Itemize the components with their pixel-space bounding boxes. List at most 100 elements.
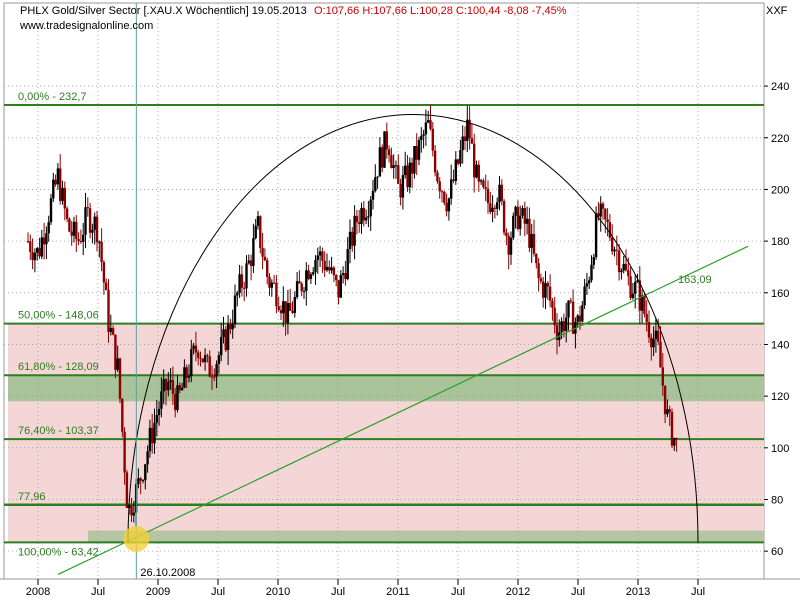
candle-body xyxy=(148,427,152,452)
candle-body xyxy=(93,216,96,230)
candle-body xyxy=(546,283,549,287)
candle-body xyxy=(355,215,359,223)
candle-body xyxy=(210,376,214,378)
candle-body xyxy=(312,272,315,275)
candle-body xyxy=(521,208,524,216)
candle-body xyxy=(291,310,294,313)
candle-body xyxy=(394,165,398,167)
fib-band-pink xyxy=(8,323,764,543)
candle-body xyxy=(190,349,193,376)
candle-body xyxy=(505,232,508,237)
fib-label: 50,00% - 148,06 xyxy=(18,310,99,322)
header-title: PHLX Gold/Silver Sector [.XAU.X Wöchentl… xyxy=(20,5,307,17)
candle-body xyxy=(157,408,161,415)
candle-body xyxy=(95,216,99,243)
candle-body xyxy=(238,274,241,293)
candle-body xyxy=(298,281,301,284)
candle-body xyxy=(328,266,331,271)
candle-body xyxy=(525,218,529,224)
candle-body xyxy=(174,393,177,411)
x-tick-label: Jul xyxy=(211,586,225,598)
candle-body xyxy=(335,275,338,281)
candle-body xyxy=(167,382,170,391)
candle-body xyxy=(49,198,53,223)
candle-body xyxy=(484,187,487,189)
candle-body xyxy=(26,241,30,243)
candle-body xyxy=(376,176,379,178)
candle-body xyxy=(302,291,306,293)
candle-body xyxy=(532,233,536,254)
candle-body xyxy=(542,281,545,298)
candle-body xyxy=(433,150,437,173)
candle-body xyxy=(52,179,55,199)
y-tick-label: 220 xyxy=(771,133,789,145)
candle-body xyxy=(636,280,639,282)
candle-body xyxy=(240,274,244,288)
candle-body xyxy=(599,203,602,217)
candle-body xyxy=(406,165,409,188)
candle-body xyxy=(401,175,405,198)
candle-body xyxy=(440,191,444,193)
candle-body xyxy=(624,263,628,271)
candle-body xyxy=(578,315,582,322)
candle-body xyxy=(498,184,501,203)
candle-body xyxy=(187,375,191,378)
candle-body xyxy=(160,391,163,409)
candle-body xyxy=(512,215,515,238)
candle-body xyxy=(507,236,510,255)
candle-body xyxy=(229,324,232,330)
candle-body xyxy=(116,358,119,370)
candle-body xyxy=(647,322,651,338)
candle-body xyxy=(364,217,368,221)
candle-body xyxy=(139,478,142,481)
grid-lines xyxy=(4,3,764,579)
candle-body xyxy=(256,216,260,226)
candle-body xyxy=(56,168,60,185)
candle-body xyxy=(445,202,448,212)
candle-body xyxy=(479,180,483,182)
candle-body xyxy=(576,315,579,323)
candle-body xyxy=(567,300,570,318)
candle-body xyxy=(661,367,664,386)
candle-body xyxy=(309,274,313,279)
candle-body xyxy=(61,187,64,201)
candle-body xyxy=(220,337,223,356)
candle-body xyxy=(307,270,310,279)
candle-body xyxy=(169,380,172,383)
candle-body xyxy=(201,358,204,363)
candle-body xyxy=(171,380,175,394)
candle-body xyxy=(318,251,322,256)
candle-body xyxy=(369,199,372,217)
candle-body xyxy=(341,273,345,275)
candle-body xyxy=(592,257,595,265)
candle-body xyxy=(38,248,41,257)
fib-label: 76,40% - 103,37 xyxy=(18,425,99,437)
candle-body xyxy=(454,159,457,181)
candle-body xyxy=(36,248,39,253)
x-tick-label: Jul xyxy=(451,586,465,598)
candle-body xyxy=(666,409,669,415)
candle-body xyxy=(427,120,430,123)
candle-body xyxy=(417,140,421,160)
candle-body xyxy=(392,165,395,168)
candle-body xyxy=(514,206,517,216)
candle-body xyxy=(47,222,50,234)
y-tick-label: 80 xyxy=(771,494,783,506)
candle-body xyxy=(387,149,391,156)
candle-body xyxy=(491,207,494,212)
candle-body xyxy=(381,147,384,168)
candle-body xyxy=(266,260,269,277)
candle-body xyxy=(493,207,497,209)
y-tick-label: 140 xyxy=(771,339,789,351)
candle-body xyxy=(482,180,485,188)
candle-body xyxy=(102,262,106,283)
candle-body xyxy=(111,328,115,335)
x-tick-label: 2013 xyxy=(626,586,650,598)
candle-body xyxy=(551,300,554,308)
candle-body xyxy=(615,249,618,251)
candle-body xyxy=(588,280,591,284)
candle-body xyxy=(436,172,439,182)
candle-body xyxy=(620,270,623,273)
candle-body xyxy=(470,138,474,144)
candle-body xyxy=(348,231,352,249)
